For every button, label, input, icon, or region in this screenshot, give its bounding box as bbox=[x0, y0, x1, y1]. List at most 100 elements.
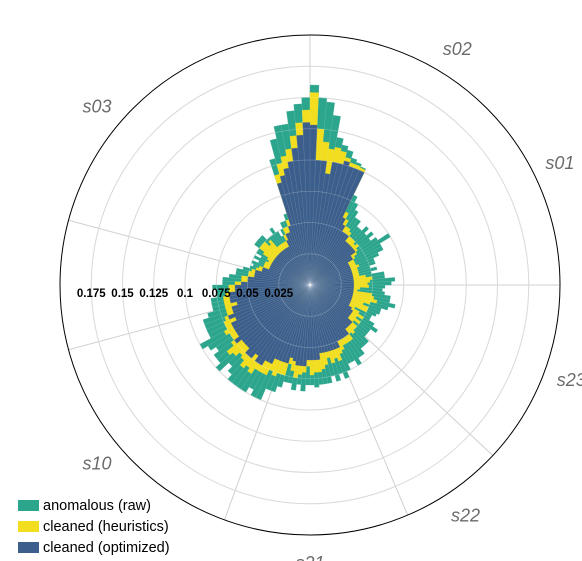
bar-edge bbox=[213, 284, 311, 312]
radial-gridline-overlay bbox=[215, 190, 405, 380]
bar-edge bbox=[252, 266, 311, 286]
bar-edge bbox=[269, 229, 311, 286]
bar-edge bbox=[309, 284, 369, 332]
bar-optimized bbox=[309, 257, 354, 286]
bar-edge bbox=[309, 284, 389, 307]
bar-edge bbox=[309, 228, 360, 286]
bar-edge bbox=[240, 284, 311, 390]
bar-edge bbox=[309, 284, 385, 292]
bar-edge bbox=[269, 160, 311, 286]
bar-edge bbox=[281, 284, 311, 388]
bar-edge bbox=[309, 284, 373, 316]
bar-edge bbox=[258, 239, 311, 286]
bar-edge bbox=[266, 239, 311, 286]
bar-edge bbox=[309, 233, 389, 286]
bars bbox=[90, 65, 530, 505]
bar-edge bbox=[309, 101, 327, 286]
bar-edge bbox=[309, 284, 333, 383]
bar-edge bbox=[253, 257, 311, 286]
legend-swatch bbox=[18, 542, 39, 553]
radial-gridline-overlay bbox=[90, 65, 530, 505]
r-tick-label: 0.125 bbox=[139, 288, 168, 300]
bar-edge bbox=[260, 284, 311, 401]
bar-edge bbox=[309, 157, 352, 286]
legend-item-heuristics: cleaned (heuristics) bbox=[18, 516, 170, 537]
bar-edge bbox=[309, 209, 356, 286]
bar-edge bbox=[309, 231, 372, 286]
polar-frame bbox=[59, 34, 561, 536]
r-tick-label: 0.1 bbox=[177, 288, 194, 300]
r-tick-label: 0.075 bbox=[202, 288, 231, 300]
bar-edge bbox=[229, 277, 311, 286]
bar-edge bbox=[280, 229, 311, 286]
bar-edge bbox=[249, 268, 311, 286]
bar-edge bbox=[309, 284, 351, 370]
bar-edge bbox=[309, 284, 365, 354]
bar-edge bbox=[256, 241, 311, 286]
bar-edge bbox=[283, 214, 311, 286]
bar-optimized bbox=[309, 169, 365, 286]
bar-optimized bbox=[244, 284, 311, 356]
bar-edge bbox=[273, 126, 311, 286]
bar-edge bbox=[216, 284, 311, 294]
bar-edge bbox=[309, 284, 382, 309]
bar-edge bbox=[255, 284, 311, 398]
bar-edge bbox=[309, 284, 371, 330]
radial-gridline-overlay bbox=[153, 128, 467, 442]
bar-edge bbox=[309, 284, 367, 344]
bar-edge bbox=[309, 284, 377, 314]
legend-swatch bbox=[18, 500, 39, 511]
bar-edge bbox=[280, 236, 311, 286]
bar-edge bbox=[212, 284, 311, 290]
bar-edge bbox=[309, 219, 358, 286]
bar-edge bbox=[309, 284, 381, 312]
bar-edge bbox=[291, 284, 311, 384]
bar-edge bbox=[242, 269, 311, 286]
bar-optimized bbox=[231, 284, 311, 311]
bar-edge bbox=[309, 284, 364, 347]
bar-edge bbox=[309, 284, 342, 381]
bar-optimized bbox=[227, 284, 311, 320]
bar-edge bbox=[309, 257, 374, 286]
bar-edge bbox=[309, 137, 338, 286]
bar-edge bbox=[220, 284, 311, 364]
bar-edge bbox=[309, 284, 362, 364]
bar-optimized bbox=[309, 224, 346, 286]
bar-edge bbox=[204, 284, 311, 325]
sector-label-s21: s21 bbox=[295, 553, 324, 561]
bar-edge bbox=[304, 284, 311, 392]
bar-edge bbox=[260, 258, 311, 286]
bar-edge bbox=[309, 271, 384, 286]
bar-edge bbox=[202, 284, 311, 350]
bar-optimized bbox=[254, 284, 311, 364]
bar-optimized bbox=[309, 217, 346, 286]
bar-edge bbox=[309, 284, 367, 335]
radial-gridline-overlay bbox=[278, 253, 342, 317]
legend-label: cleaned (heuristics) bbox=[43, 518, 169, 535]
bar-edge bbox=[309, 226, 367, 286]
bar-edge bbox=[211, 284, 311, 304]
bar-edge bbox=[254, 244, 311, 286]
bar-edge bbox=[257, 250, 311, 286]
legend-swatch bbox=[18, 521, 39, 532]
sector-label-s03: s03 bbox=[83, 96, 112, 116]
r-tick-label: 0.15 bbox=[111, 288, 134, 300]
bar-edge bbox=[208, 284, 311, 335]
bar-edge bbox=[217, 284, 311, 298]
bar-edge bbox=[251, 262, 311, 286]
bar-edge bbox=[309, 281, 392, 286]
bar-edge bbox=[309, 284, 371, 318]
bar-edge bbox=[235, 274, 311, 286]
legend: anomalous (raw) cleaned (heuristics) cle… bbox=[18, 495, 170, 558]
bar-edge bbox=[287, 284, 311, 383]
bar-edge bbox=[309, 284, 369, 342]
bar-edge bbox=[309, 284, 375, 324]
bar-optimized bbox=[233, 284, 311, 344]
bar-edge bbox=[309, 166, 361, 286]
bar-edge bbox=[309, 284, 362, 356]
bar-edge bbox=[309, 237, 376, 286]
sector-label-s22: s22 bbox=[451, 505, 480, 525]
bar-edge bbox=[309, 284, 350, 378]
bar-edge bbox=[295, 284, 311, 391]
